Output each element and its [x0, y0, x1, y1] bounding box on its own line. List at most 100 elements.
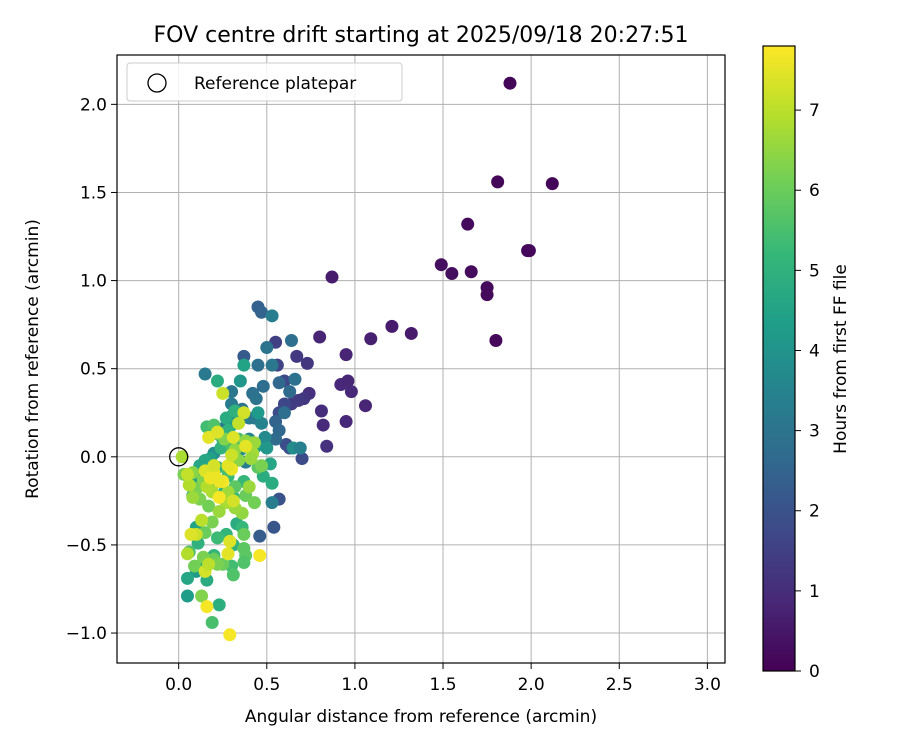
y-tick-label: −1.0	[66, 624, 107, 644]
data-point	[434, 258, 448, 272]
data-point	[180, 589, 194, 603]
data-point	[503, 76, 517, 90]
data-point	[480, 288, 494, 302]
data-point	[272, 376, 286, 390]
x-tick-label: 0.5	[253, 675, 280, 695]
data-point	[464, 265, 478, 279]
data-point	[210, 531, 224, 545]
data-point	[239, 439, 253, 453]
data-point	[489, 333, 503, 347]
colorbar-tick-label: 0	[809, 662, 820, 682]
data-point	[267, 520, 281, 534]
data-point	[237, 358, 251, 372]
data-point	[212, 598, 226, 612]
data-point	[180, 571, 194, 585]
data-point	[491, 175, 505, 189]
data-point	[445, 267, 459, 281]
data-point	[226, 430, 240, 444]
data-point	[198, 367, 212, 381]
x-tick-label: 0.0	[165, 675, 192, 695]
data-point	[200, 600, 214, 614]
y-tick-label: 0.5	[80, 360, 107, 380]
data-point	[260, 341, 274, 355]
colorbar-tick-label: 1	[809, 582, 820, 602]
x-tick-label: 2.5	[606, 675, 633, 695]
data-point	[221, 459, 235, 473]
data-point	[195, 589, 209, 603]
data-point	[195, 513, 209, 527]
data-point	[219, 411, 233, 425]
data-point	[358, 399, 372, 413]
legend: Reference platepar	[126, 62, 403, 102]
data-point	[253, 529, 267, 543]
data-point	[404, 326, 418, 340]
plot-frame	[116, 54, 726, 664]
data-point	[210, 425, 224, 439]
data-point	[265, 496, 279, 510]
y-tick-label: 0.0	[80, 448, 107, 468]
data-point	[256, 379, 270, 393]
data-point	[522, 244, 536, 258]
legend-marker-icon	[147, 73, 167, 93]
data-point	[212, 490, 226, 504]
data-point	[225, 448, 239, 462]
data-point	[300, 356, 314, 370]
colorbar-ticks: 0 1 2 3 4 5 6 7	[795, 101, 820, 682]
data-point	[205, 515, 219, 529]
data-point	[237, 556, 251, 570]
data-point	[260, 441, 274, 455]
data-point	[269, 432, 283, 446]
y-tick-label: 1.0	[80, 272, 107, 292]
x-tick-label: 1.0	[341, 675, 368, 695]
data-point	[284, 333, 298, 347]
data-point	[461, 217, 475, 231]
colorbar-tick-label: 3	[809, 422, 820, 442]
colorbar	[762, 45, 796, 672]
reference-platepar-marker	[169, 447, 189, 467]
data-point	[255, 305, 269, 319]
x-tick-label: 2.0	[518, 675, 545, 695]
data-point	[223, 534, 237, 548]
data-point	[202, 557, 216, 571]
data-point	[180, 467, 194, 481]
data-point	[210, 374, 224, 388]
data-point	[232, 416, 246, 430]
data-point	[209, 471, 223, 485]
x-tick-label: 3.0	[694, 675, 721, 695]
data-point	[265, 358, 279, 372]
data-point	[226, 494, 240, 508]
data-point	[237, 406, 251, 420]
data-point	[205, 615, 219, 629]
data-point	[237, 527, 251, 541]
data-point	[339, 415, 353, 429]
data-point	[255, 459, 269, 473]
data-point	[247, 496, 261, 510]
legend-label: Reference platepar	[194, 74, 356, 94]
data-point	[265, 309, 279, 323]
data-point	[226, 568, 240, 582]
data-point	[253, 548, 267, 562]
data-point	[233, 374, 247, 388]
colorbar-tick-label: 2	[809, 502, 820, 522]
data-point	[258, 430, 272, 444]
colorbar-tick-label: 4	[809, 341, 820, 361]
data-point	[216, 386, 230, 400]
data-point	[249, 392, 263, 406]
colorbar-tick-label: 7	[809, 101, 820, 121]
data-point	[344, 385, 358, 399]
data-point	[175, 450, 189, 464]
grid-lines	[117, 55, 725, 663]
data-point	[255, 416, 269, 430]
colorbar-label: Hours from first FF file	[831, 264, 851, 454]
data-point	[339, 348, 353, 362]
data-points	[175, 76, 559, 642]
legend-box	[126, 62, 403, 102]
data-point	[364, 332, 378, 346]
x-axis-ticks: 0.0 0.5 1.0 1.5 2.0 2.5 3.0	[165, 663, 721, 695]
data-point	[290, 349, 304, 363]
data-point	[186, 490, 200, 504]
data-point	[251, 406, 265, 420]
colorbar-tick-label: 5	[809, 261, 820, 281]
data-point	[242, 480, 256, 494]
data-point	[545, 177, 559, 191]
